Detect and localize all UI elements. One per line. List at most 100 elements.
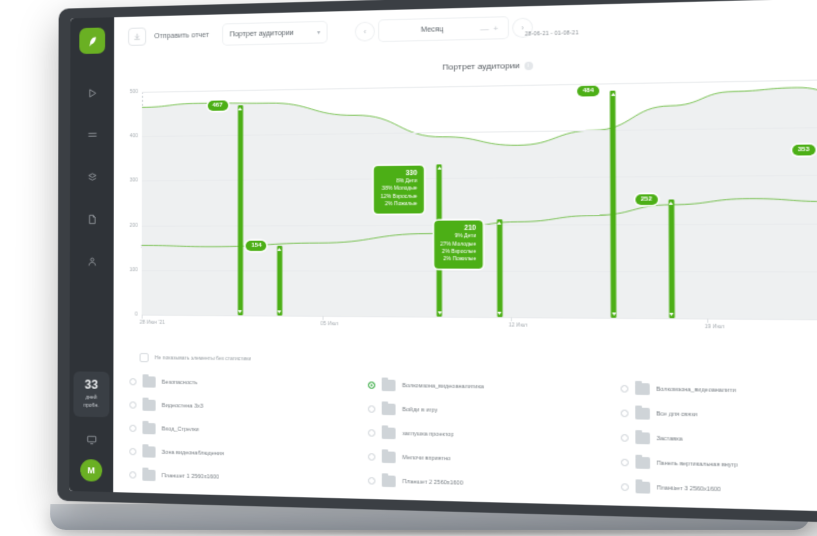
folder-icon: [382, 427, 396, 440]
x-axis-tickmark: [706, 318, 709, 323]
download-icon[interactable]: [128, 27, 147, 46]
legend-item[interactable]: Планшет 2 2560х1600: [368, 469, 611, 499]
legend-panel: Не показывать элементы без статистики Бе…: [113, 343, 817, 507]
sidebar-item-users[interactable]: [78, 247, 106, 275]
laptop-shadow: [40, 526, 817, 536]
x-axis-tick: 12 Июл: [508, 322, 528, 329]
hide-empty-label: Не показывать элементы без статистики: [154, 354, 252, 362]
y-axis-tick: 200: [129, 222, 138, 229]
sidebar-item-play[interactable]: [78, 78, 106, 106]
tooltip-row: 27% Молодые: [440, 241, 477, 248]
chart-plot-area[interactable]: 0 100 200 300 400 500 28 Июн '21 05 Июл 12 Июл 19…: [129, 78, 817, 330]
y-axis-tick: 0: [134, 311, 138, 318]
trial-days: 33: [84, 377, 99, 393]
legend-item-radio[interactable]: [129, 401, 137, 409]
chart-value-badge[interactable]: 467: [207, 99, 228, 111]
tooltip-row: 9% Дети: [454, 233, 477, 240]
sidebar-item-layers[interactable]: [78, 163, 106, 191]
trial-badge[interactable]: 33 дней пробн.: [73, 371, 110, 418]
chevron-down-icon: ▾: [317, 29, 321, 36]
chart-value-bar[interactable]: [237, 104, 243, 316]
y-axis-tick: 500: [129, 88, 139, 96]
chevron-left-icon[interactable]: ‹: [356, 22, 374, 41]
legend-item-radio[interactable]: [368, 405, 376, 413]
chart-value-badge[interactable]: 154: [246, 240, 267, 251]
x-axis-tickmark: [141, 314, 143, 319]
legend-item-label: Войди в игру: [402, 406, 438, 414]
legend-item-radio[interactable]: [368, 429, 376, 437]
laptop-screen: 33 дней пробн. М: [69, 0, 817, 514]
y-axis-tick: 100: [129, 266, 138, 273]
legend-item-radio[interactable]: [129, 424, 137, 432]
legend-item[interactable]: Планшет 3 2560х1600: [620, 475, 817, 506]
folder-icon: [634, 383, 650, 396]
legend-item-radio[interactable]: [368, 381, 376, 389]
legend-item-radio[interactable]: [368, 453, 376, 461]
chart-value-badge[interactable]: 484: [577, 85, 600, 97]
hide-empty-checkbox[interactable]: [139, 353, 149, 363]
chart-value-bar[interactable]: [609, 90, 617, 318]
info-icon[interactable]: i: [523, 61, 533, 70]
chart-tooltip[interactable]: 330 8% Дети 38% Молодые 12% Взрослые 2% Пожи…: [374, 166, 424, 214]
sidebar-item-playlists[interactable]: [78, 121, 106, 149]
x-axis-tickmark: [510, 317, 512, 322]
minus-icon[interactable]: —: [480, 23, 489, 34]
legend-item-radio[interactable]: [620, 483, 629, 491]
legend-item-radio[interactable]: [129, 378, 137, 386]
legend-item-radio[interactable]: [368, 477, 376, 485]
sidebar-item-documents[interactable]: [78, 205, 106, 233]
legend-item-label: заглушка проектор: [402, 430, 455, 438]
chart-value-bar[interactable]: [276, 245, 282, 316]
chart-tooltip[interactable]: 210 9% Дети 27% Молодые 2% Взрослые 2% Пожил…: [433, 221, 483, 270]
sidebar-bottom: 33 дней пробн. М: [69, 371, 113, 493]
chevron-right-icon[interactable]: ›: [513, 18, 533, 37]
chart-area-fill: [141, 85, 817, 320]
period-navigation: ‹ Месяц — + ›: [356, 17, 533, 42]
period-selector[interactable]: Месяц — +: [379, 17, 509, 42]
avatar[interactable]: М: [80, 459, 103, 482]
folder-icon: [635, 456, 650, 469]
legend-grid: Безопасность Волкомзона_видеоаналитика Вол…: [129, 370, 817, 506]
folder-icon: [142, 446, 156, 458]
folder-icon: [382, 475, 397, 488]
chart-title-text: Портрет аудитории: [442, 60, 520, 72]
legend-item-label: Планшет 1 2560х1600: [161, 472, 220, 481]
folder-icon: [635, 481, 650, 494]
folder-icon: [634, 407, 650, 420]
period-label: Месяц: [420, 25, 444, 34]
leaf-logo-icon[interactable]: [79, 27, 106, 55]
tooltip-row: 12% Взрослые: [380, 193, 418, 200]
chart-value-bar[interactable]: [496, 219, 503, 318]
folder-icon: [634, 432, 650, 445]
report-type-select[interactable]: Портрет аудитории ▾: [223, 21, 327, 45]
monitor-icon[interactable]: [77, 425, 105, 454]
plus-icon[interactable]: +: [493, 23, 499, 33]
export-report-button[interactable]: Отправить отчет: [154, 31, 210, 40]
legend-item-radio[interactable]: [620, 385, 629, 393]
laptop-lid: 33 дней пробн. М: [57, 0, 817, 525]
legend-item-radio[interactable]: [620, 409, 629, 418]
folder-icon: [382, 403, 396, 416]
legend-item-radio[interactable]: [620, 458, 629, 467]
hide-empty-row[interactable]: Не показывать элементы без статистики: [139, 353, 817, 371]
tooltip-row: 2% Пожилые: [384, 201, 418, 208]
trial-line1: дней: [85, 394, 97, 401]
legend-item-label: Планшет 3 2560х1600: [656, 484, 721, 493]
tooltip-row: 2% Пожилые: [443, 256, 477, 263]
legend-item-label: Планшет 2 2560х1600: [402, 478, 464, 487]
chart-value-bar[interactable]: [668, 199, 675, 319]
chart-value-badge[interactable]: 252: [635, 193, 658, 205]
x-axis-tick: 05 Июл: [320, 320, 339, 328]
tooltip-value: 210: [464, 225, 477, 233]
chart-value-badge[interactable]: 353: [791, 144, 816, 156]
legend-item-label: Волкомзона_видеоаналитика: [402, 382, 484, 390]
legend-item-radio[interactable]: [129, 471, 137, 479]
legend-item-radio[interactable]: [620, 434, 629, 442]
folder-icon: [382, 379, 396, 392]
y-axis-tick: 300: [129, 177, 138, 184]
report-type-value: Портрет аудитории: [229, 29, 294, 38]
tooltip-row: 2% Взрослые: [441, 248, 477, 255]
legend-item-radio[interactable]: [129, 447, 137, 456]
legend-item[interactable]: Планшет 1 2560х1600: [129, 463, 360, 492]
